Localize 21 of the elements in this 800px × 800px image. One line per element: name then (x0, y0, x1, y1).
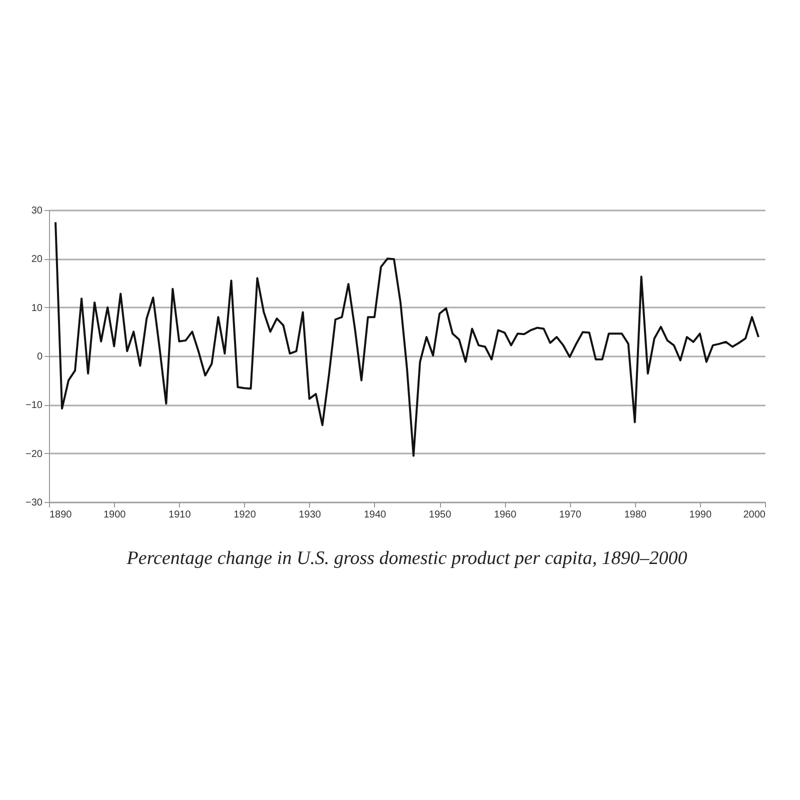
line-series (54, 221, 760, 457)
y-tick-label: −30 (26, 498, 43, 508)
x-tick-label: 2000 (743, 510, 766, 520)
x-tick-label: 1970 (559, 510, 582, 520)
x-tick-label: 1990 (689, 510, 712, 520)
x-tick-label: 1980 (624, 510, 647, 520)
y-tick-label: 30 (31, 206, 43, 216)
x-tick-label: 1900 (103, 510, 126, 520)
y-tick-label: −10 (26, 400, 43, 412)
x-tick-label: 1890 (50, 510, 72, 520)
x-tick-label: 1920 (234, 510, 256, 520)
y-tick-label: 0 (36, 352, 43, 362)
y-tick-label: 20 (31, 254, 43, 266)
text: Percentage change in U.S. gross domestic product per capita, 1890–2000 (126, 548, 688, 569)
x-tick-label: 1940 (364, 510, 387, 520)
y-tick-label: 10 (31, 302, 43, 314)
x-tick-label: 1930 (298, 510, 322, 520)
x-tick-label: 1910 (168, 510, 192, 520)
y-tick-label: −20 (26, 448, 43, 460)
x-tick-label: 1960 (494, 510, 517, 520)
x-tick-label: 1950 (428, 510, 452, 520)
